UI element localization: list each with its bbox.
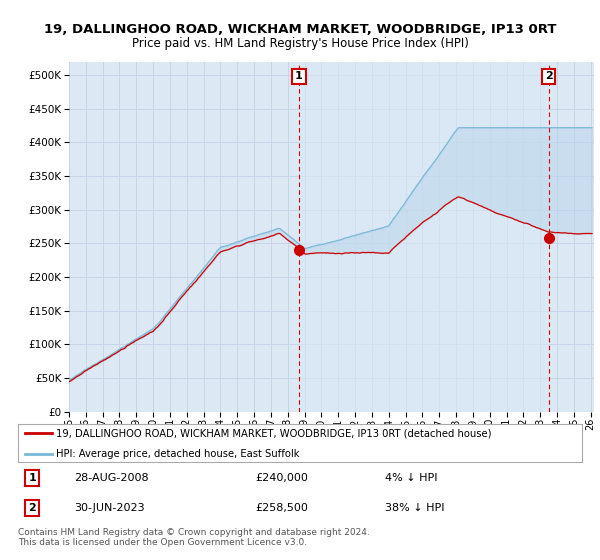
Bar [299, 62, 548, 412]
Text: Contains HM Land Registry data © Crown copyright and database right 2024.: Contains HM Land Registry data © Crown c… [18, 528, 370, 536]
Text: Price paid vs. HM Land Registry's House Price Index (HPI): Price paid vs. HM Land Registry's House … [131, 36, 469, 50]
Text: £258,500: £258,500 [255, 503, 308, 513]
Text: 28-AUG-2008: 28-AUG-2008 [74, 473, 149, 483]
Text: 19, DALLINGHOO ROAD, WICKHAM MARKET, WOODBRIDGE, IP13 0RT (detached house): 19, DALLINGHOO ROAD, WICKHAM MARKET, WOO… [56, 428, 492, 438]
Text: This data is licensed under the Open Government Licence v3.0.: This data is licensed under the Open Gov… [18, 538, 307, 547]
Text: 2: 2 [545, 72, 553, 81]
Text: 1: 1 [295, 72, 303, 81]
Text: 2: 2 [28, 503, 36, 513]
Text: 38% ↓ HPI: 38% ↓ HPI [385, 503, 444, 513]
Text: 1: 1 [28, 473, 36, 483]
Text: 19, DALLINGHOO ROAD, WICKHAM MARKET, WOODBRIDGE, IP13 0RT: 19, DALLINGHOO ROAD, WICKHAM MARKET, WOO… [44, 22, 556, 36]
Text: £240,000: £240,000 [255, 473, 308, 483]
Text: 30-JUN-2023: 30-JUN-2023 [74, 503, 145, 513]
Text: 4% ↓ HPI: 4% ↓ HPI [385, 473, 437, 483]
Text: HPI: Average price, detached house, East Suffolk: HPI: Average price, detached house, East… [56, 449, 300, 459]
